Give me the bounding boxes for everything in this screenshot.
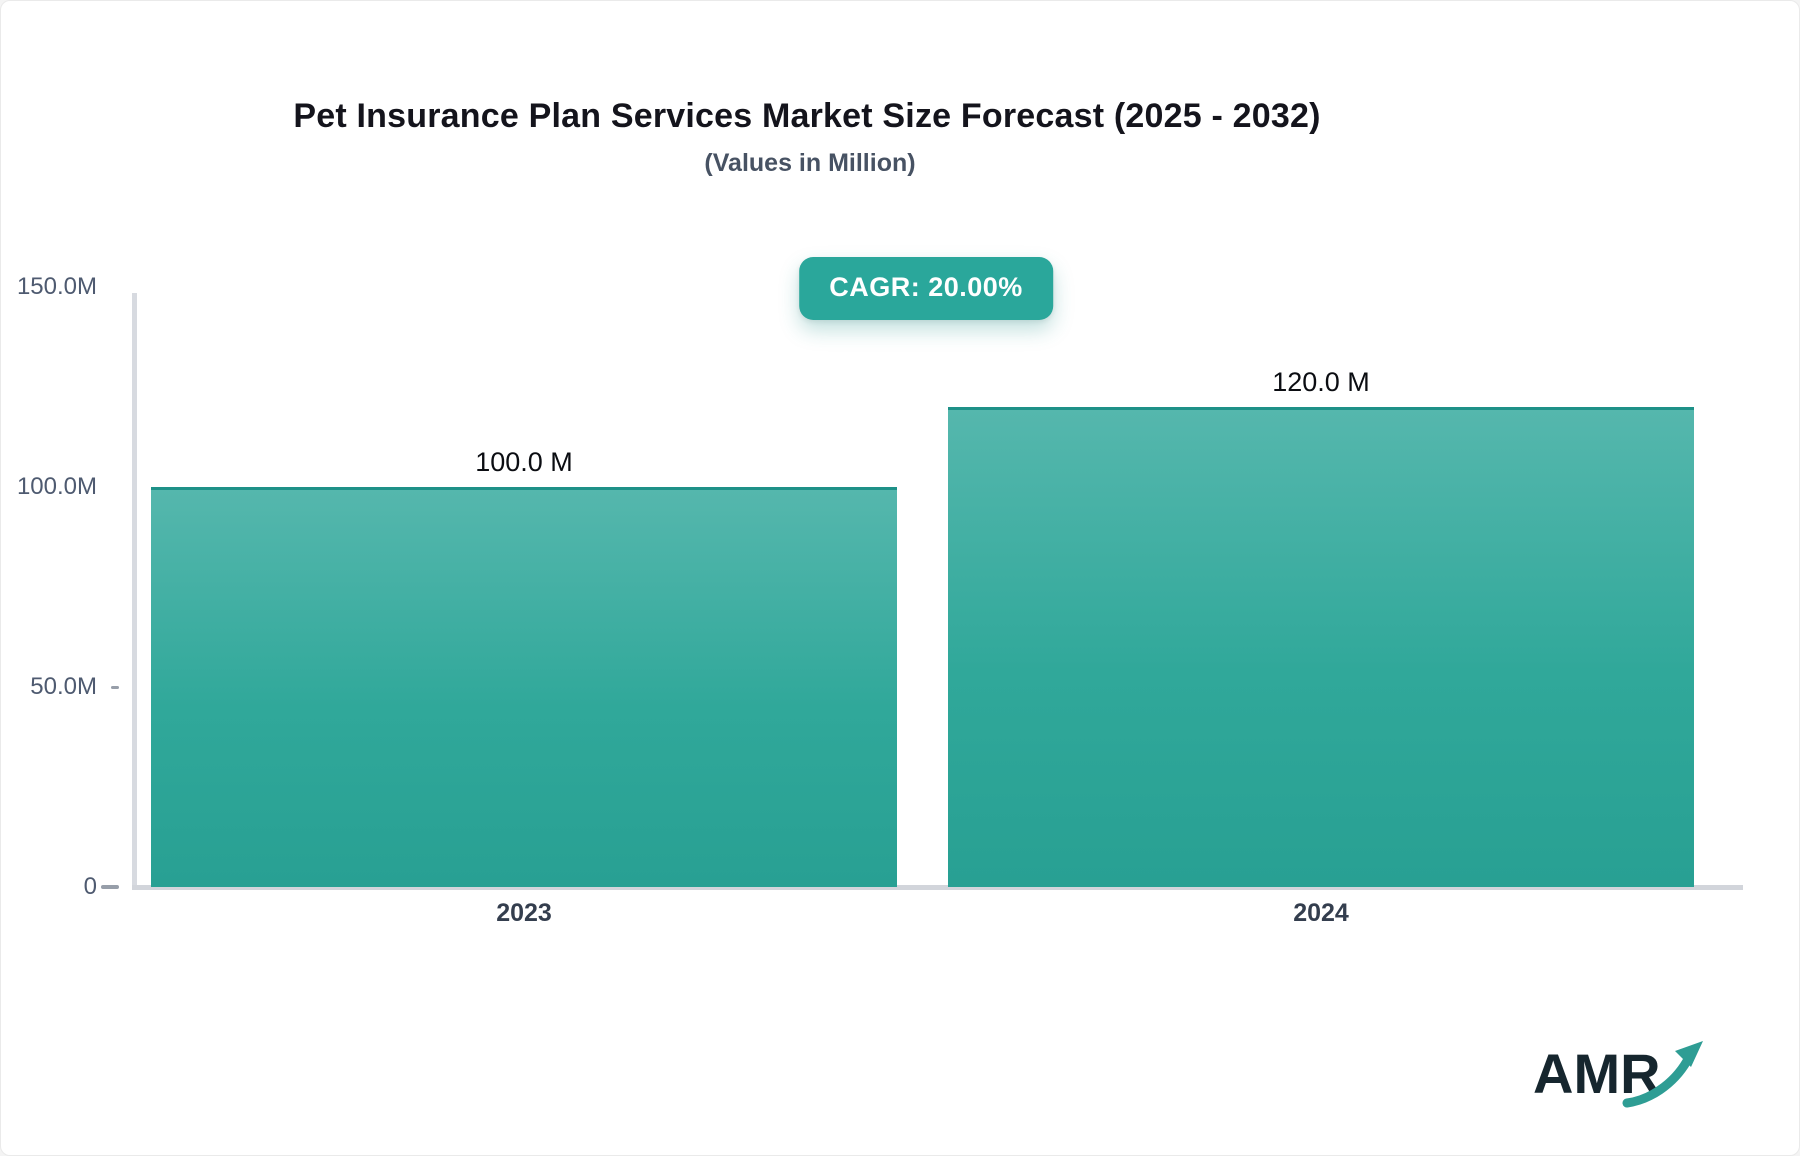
bar-value-label: 120.0 M [1272,367,1370,397]
y-tick-label: 50.0M [30,673,97,700]
bar-2023 [151,487,897,887]
x-axis-label: 2023 [496,899,552,927]
x-axis-label: 2024 [1293,899,1349,927]
y-tick-label: 100.0M [16,473,97,500]
chart-title: Pet Insurance Plan Services Market Size … [293,97,1321,135]
y-tick-mark [101,885,119,889]
amr-logo: AMR [1531,1033,1721,1117]
y-axis-line [132,293,137,887]
y-tick-label: 150.0M [16,273,97,300]
amr-logo-graphic: AMR [1533,1041,1703,1108]
logo-trend-arrow-icon [1622,1041,1703,1108]
bar-value-label: 100.0 M [475,447,573,477]
amr-logo-text: AMR [1533,1042,1661,1105]
chart-subtitle: (Values in Million) [704,149,916,177]
x-axis-line [132,885,1743,890]
bar-2024 [948,407,1694,887]
y-tick-label: 0 [83,873,97,900]
cagr-badge: CAGR: 20.00% [799,257,1053,320]
y-tick-mark [111,686,119,689]
